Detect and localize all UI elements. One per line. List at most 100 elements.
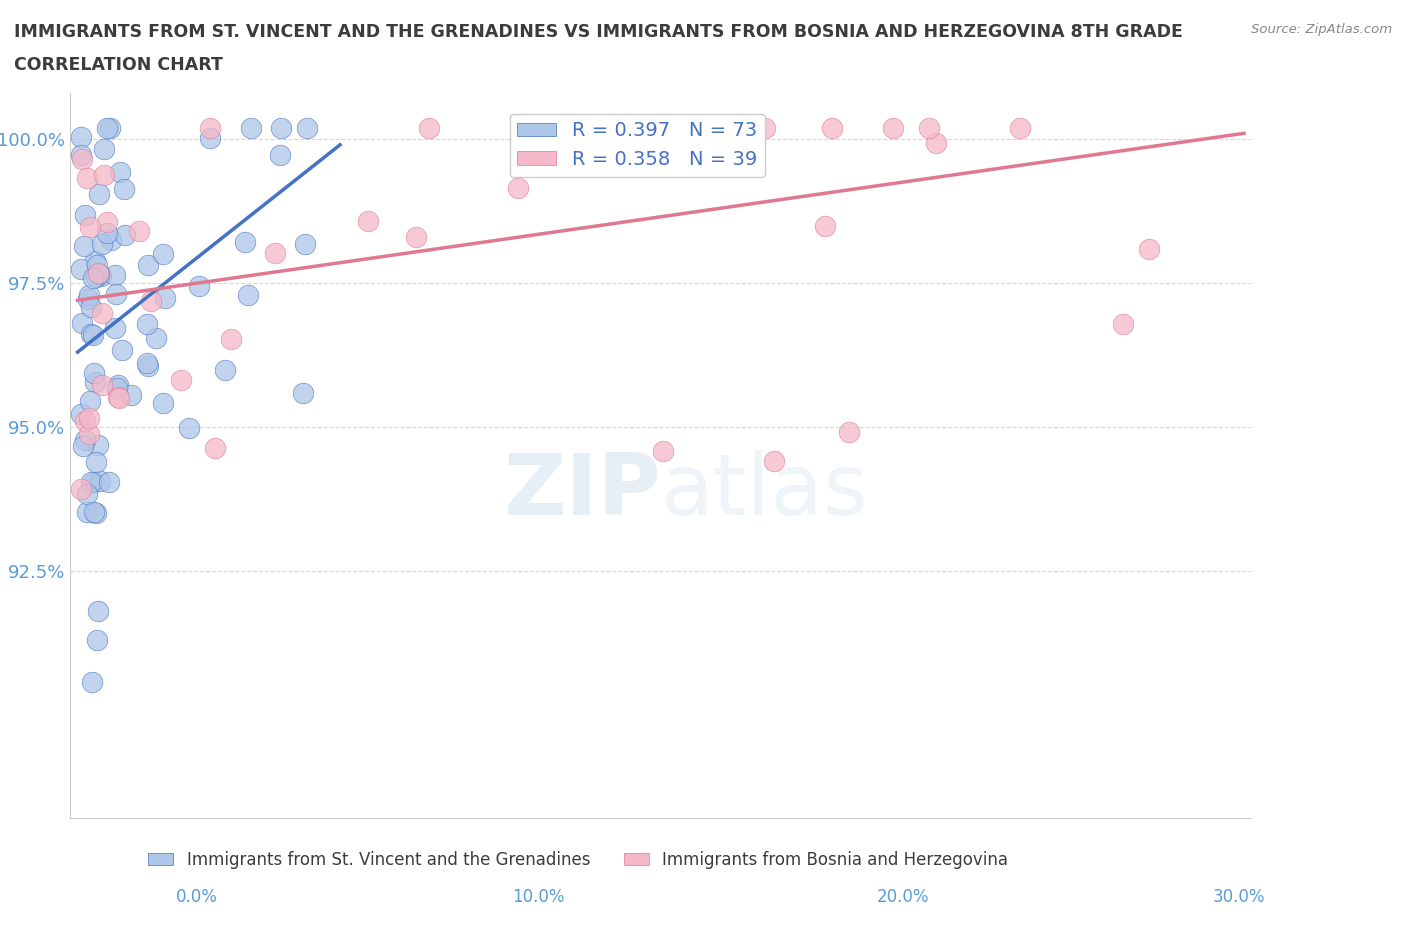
Point (882, 120, 904, 135)
Point (83, 474, 105, 489)
Point (91, 378, 114, 392)
Point (135, 355, 157, 370)
Point (96, 215, 118, 230)
Point (357, 213, 380, 228)
Point (111, 342, 134, 357)
Text: ZIP: ZIP (503, 450, 661, 534)
Point (91, 237, 114, 252)
Point (73, 207, 96, 222)
Point (219, 331, 242, 346)
Point (596, 120, 619, 135)
Point (108, 391, 131, 405)
Point (84, 270, 107, 285)
Point (70, 262, 93, 277)
Point (70, 152, 93, 166)
Point (79, 410, 101, 425)
Point (105, 286, 128, 301)
Point (87, 437, 110, 452)
Point (79, 220, 101, 235)
Point (76, 170, 98, 185)
Point (204, 441, 226, 456)
Point (814, 219, 837, 233)
Point (128, 224, 150, 239)
Point (763, 453, 786, 468)
Point (198, 120, 221, 135)
Text: 0.0%: 0.0% (176, 888, 218, 906)
Point (107, 390, 129, 405)
Point (263, 246, 285, 260)
Point (77, 427, 100, 442)
Point (114, 182, 136, 197)
Point (152, 246, 174, 261)
Point (87, 265, 110, 280)
Point (83, 505, 105, 520)
Text: 10.0%: 10.0% (512, 888, 565, 906)
Point (70, 316, 93, 331)
Point (925, 135, 948, 150)
Point (105, 380, 128, 395)
Text: Source: ZipAtlas.com: Source: ZipAtlas.com (1251, 23, 1392, 36)
Point (120, 388, 142, 403)
Point (1137, 242, 1160, 257)
Point (136, 359, 159, 374)
Point (152, 395, 174, 410)
Point (917, 120, 939, 135)
Point (96, 120, 118, 135)
Point (89, 187, 111, 202)
Point (294, 237, 316, 252)
Point (139, 294, 162, 309)
Point (239, 120, 262, 135)
Text: CORRELATION CHART: CORRELATION CHART (14, 56, 224, 73)
Point (100, 232, 122, 247)
Point (93, 167, 115, 182)
Point (80, 299, 103, 314)
Point (651, 444, 673, 458)
Point (76, 292, 98, 307)
Point (76, 486, 98, 501)
Point (84, 375, 107, 390)
Point (1112, 317, 1135, 332)
Point (96, 226, 118, 241)
Point (70, 482, 93, 497)
Point (77, 288, 100, 303)
Point (405, 230, 427, 245)
Point (107, 377, 129, 392)
Text: atlas: atlas (661, 450, 869, 534)
Point (269, 147, 291, 162)
Point (114, 228, 136, 243)
Point (80, 326, 103, 341)
Legend: Immigrants from St. Vincent and the Grenadines, Immigrants from Bosnia and Herze: Immigrants from St. Vincent and the Gren… (142, 844, 1015, 875)
Point (821, 120, 844, 135)
Point (70, 130, 93, 145)
Point (89, 473, 111, 488)
Point (82, 327, 104, 342)
Point (80, 474, 103, 489)
Point (93, 141, 115, 156)
Point (84, 254, 107, 269)
Point (522, 135, 544, 150)
Point (90, 306, 112, 321)
Point (104, 267, 127, 282)
Point (754, 120, 776, 135)
Point (236, 287, 259, 302)
Point (80, 675, 103, 690)
Point (86, 258, 108, 272)
Point (97, 474, 120, 489)
Point (82, 271, 104, 286)
Point (104, 321, 127, 336)
Point (233, 235, 256, 250)
Point (270, 120, 292, 135)
Point (506, 181, 529, 196)
Text: IMMIGRANTS FROM ST. VINCENT AND THE GRENADINES VS IMMIGRANTS FROM BOSNIA AND HER: IMMIGRANTS FROM ST. VINCENT AND THE GREN… (14, 23, 1182, 41)
Point (418, 120, 440, 135)
Point (136, 316, 159, 331)
Point (145, 330, 167, 345)
Point (70, 148, 93, 163)
Point (90, 269, 112, 284)
Point (200, 130, 222, 145)
Point (1008, 120, 1031, 135)
Point (89, 267, 111, 282)
Point (70, 406, 93, 421)
Point (79, 393, 101, 408)
Point (214, 363, 236, 378)
